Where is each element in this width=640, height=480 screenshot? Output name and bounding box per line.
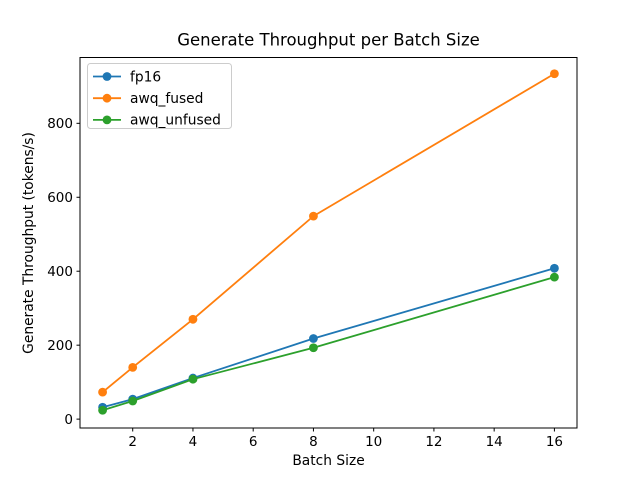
y-tick-label: 600 <box>47 190 73 206</box>
legend-marker-awq-fused <box>102 93 112 103</box>
data-point-awq-fused <box>309 211 318 221</box>
legend-box <box>87 63 232 129</box>
x-tick-label: 4 <box>189 434 198 450</box>
data-point-awq-fused <box>188 314 198 324</box>
x-axis-label: Batch Size <box>292 453 364 469</box>
legend-label-fp16: fp16 <box>130 69 161 85</box>
y-axis-label: Generate Throughput (tokens/s) <box>21 132 37 354</box>
data-point-awq-fused <box>550 69 559 79</box>
x-tick-label: 14 <box>486 434 503 450</box>
legend-marker-fp16 <box>102 72 112 81</box>
x-tick-label: 2 <box>128 434 137 450</box>
y-tick-label: 400 <box>47 264 73 280</box>
data-point-awq-unfused <box>309 343 318 353</box>
data-point-awq-unfused <box>550 272 559 282</box>
y-tick-label: 800 <box>47 116 73 132</box>
x-tick-label: 16 <box>546 434 563 450</box>
plot-border <box>79 57 578 429</box>
data-point-awq-fused <box>128 362 138 372</box>
legend-label-awq-fused: awq_fused <box>130 91 203 107</box>
legend-marker-awq-unfused <box>102 115 112 125</box>
data-point-awq-unfused <box>98 405 107 415</box>
y-tick-label: 0 <box>64 412 73 428</box>
axes: 2 4 6 8 10 12 14 16 0 200 400 600 800 <box>47 57 578 450</box>
data-point-fp16 <box>550 263 559 273</box>
x-tick-label: 10 <box>365 434 382 450</box>
data-point-awq-unfused <box>128 396 138 406</box>
chart-title: Generate Throughput per Batch Size <box>177 31 480 50</box>
data-point-fp16 <box>309 334 318 343</box>
series <box>98 69 559 415</box>
data-point-awq-fused <box>98 387 107 397</box>
series-line-awq-unfused <box>102 276 555 412</box>
x-tick-label: 12 <box>425 434 442 450</box>
y-tick-label: 200 <box>47 338 73 354</box>
legend: fp16 awq_fused awq_unfused <box>87 63 232 129</box>
legend-label-awq-unfused: awq_unfused <box>130 113 221 129</box>
data-point-awq-unfused <box>188 374 198 384</box>
x-tick-label: 6 <box>249 434 258 450</box>
x-tick-label: 8 <box>309 434 318 450</box>
